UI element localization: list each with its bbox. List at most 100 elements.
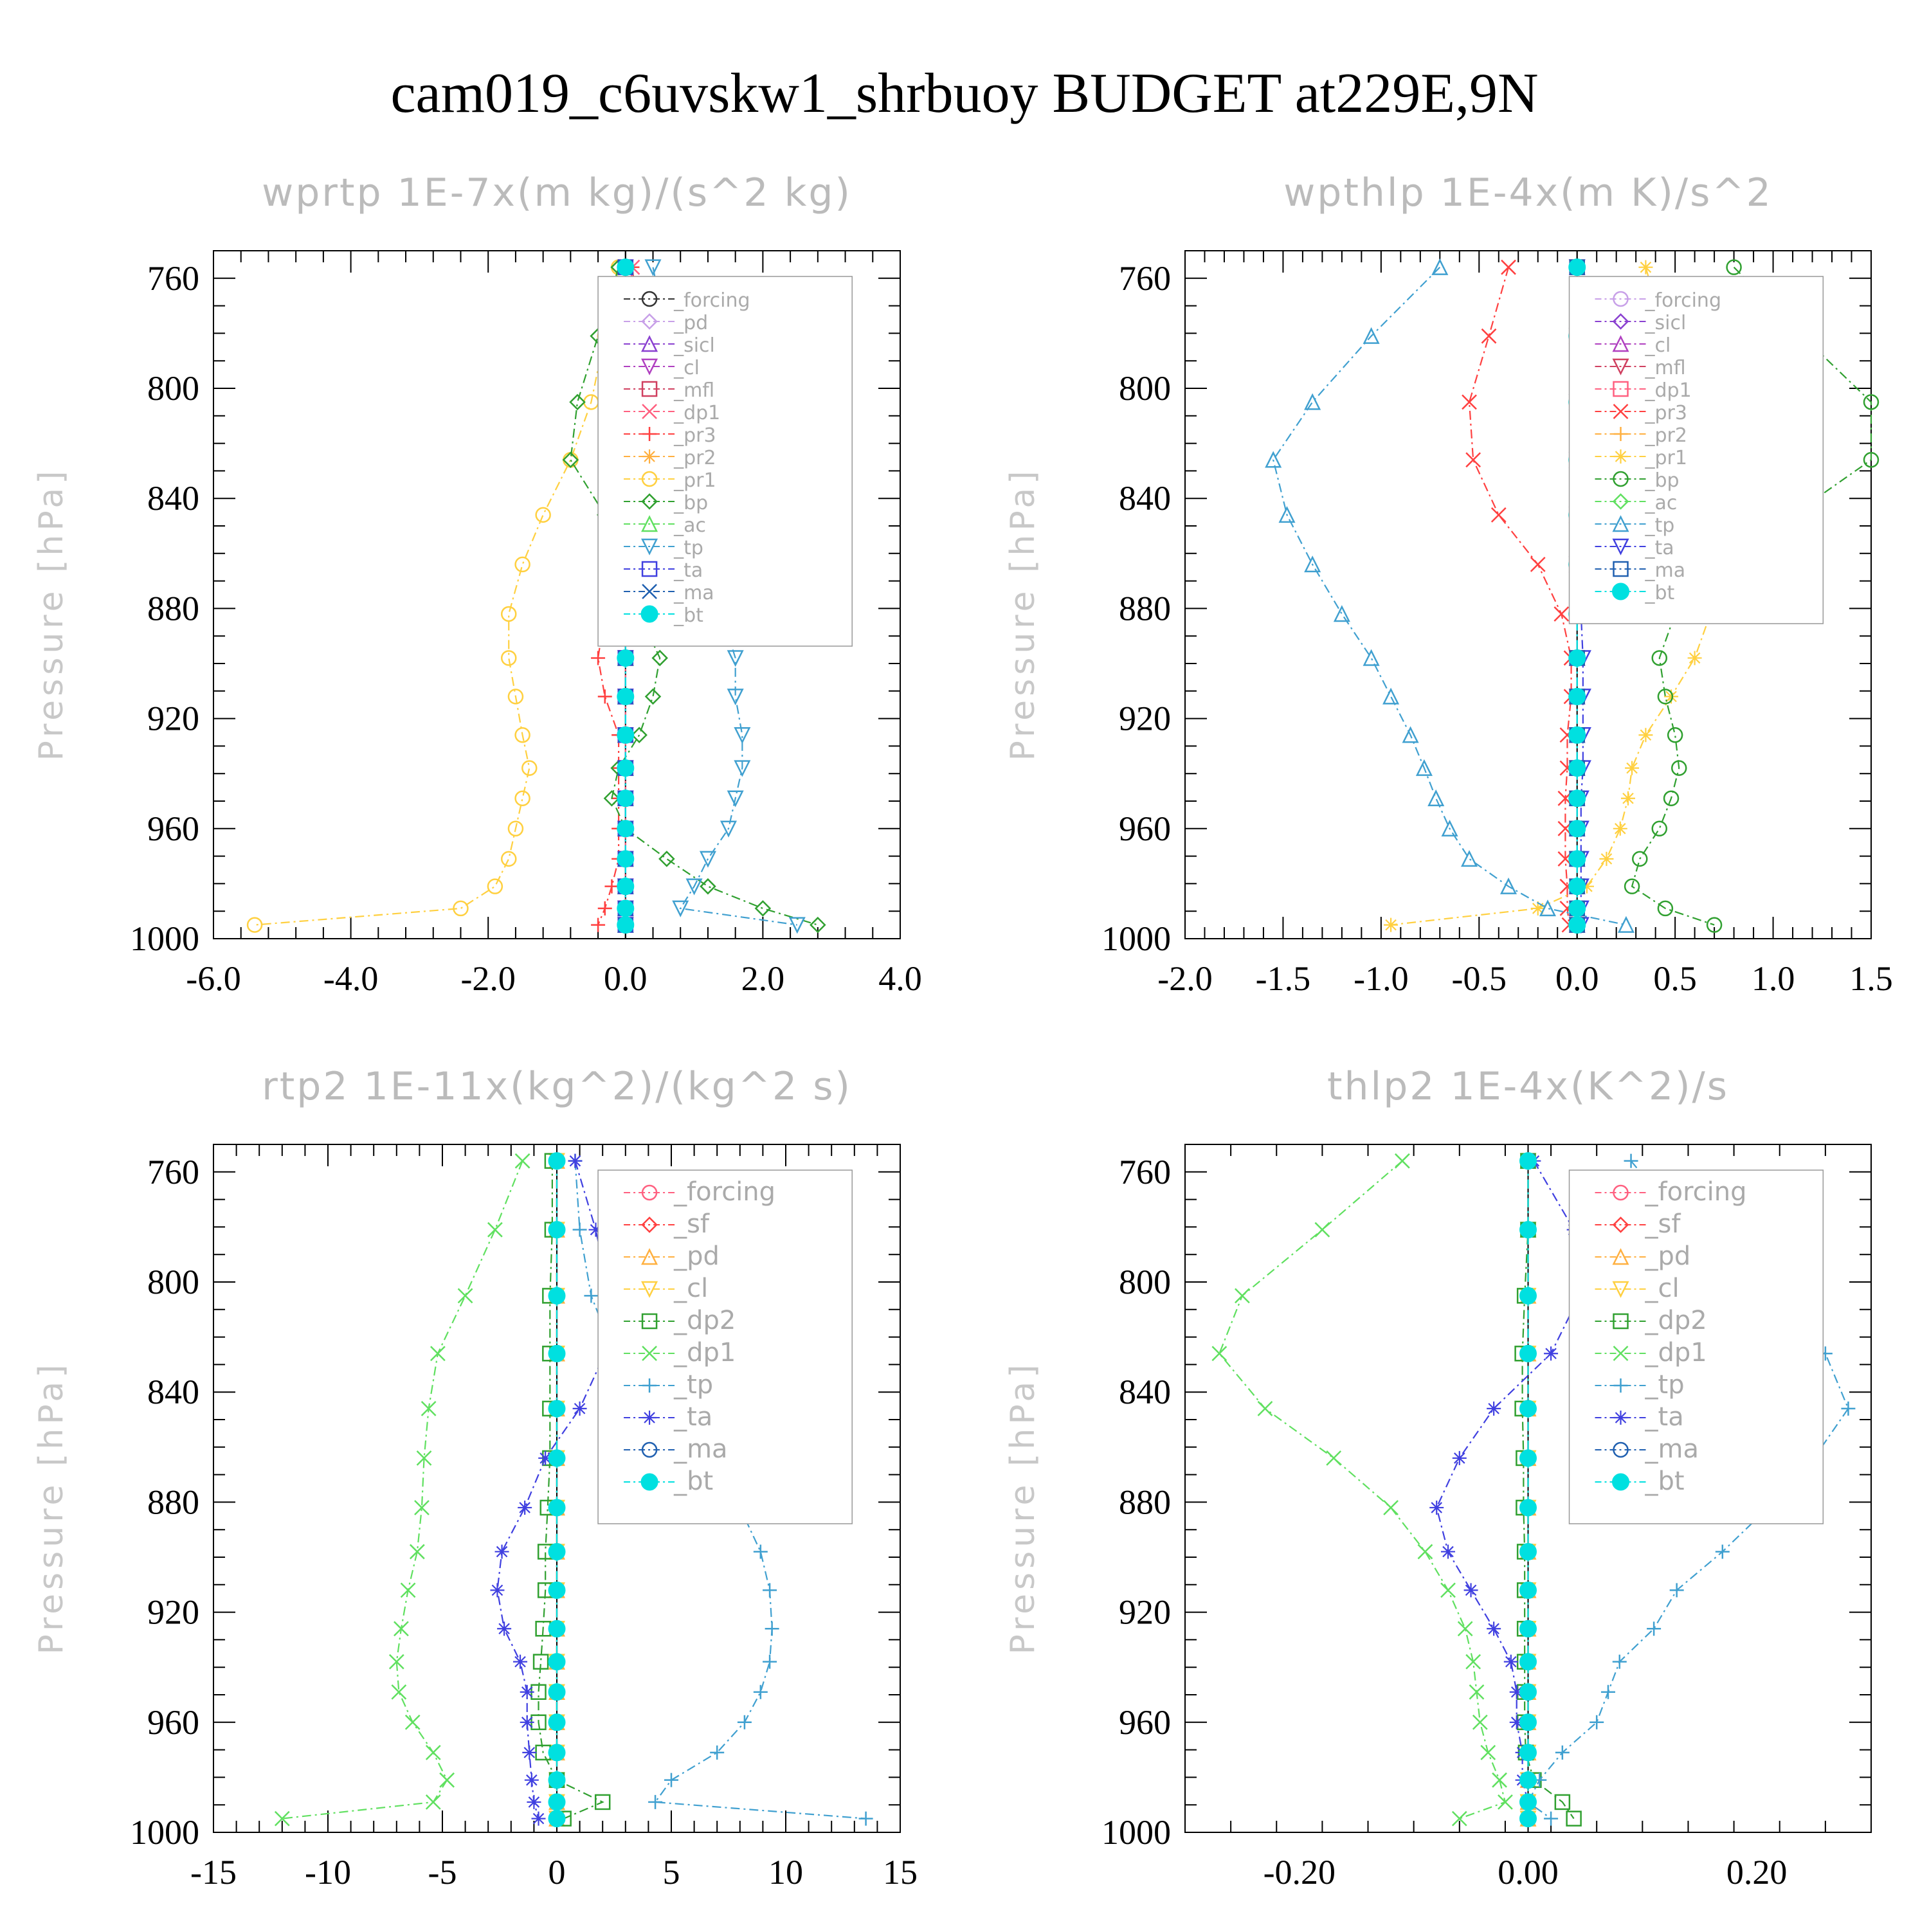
data-point xyxy=(603,790,620,807)
legend-entry: _ac xyxy=(673,514,706,537)
data-point xyxy=(1667,727,1683,743)
legend-entry: _dp1 xyxy=(1645,1338,1707,1368)
data-point xyxy=(1457,1621,1473,1637)
data-point xyxy=(1427,789,1445,806)
data-point xyxy=(524,1773,539,1787)
data-point xyxy=(727,689,744,706)
legend-marker xyxy=(1612,313,1629,330)
legend-marker xyxy=(641,1248,658,1265)
data-point xyxy=(521,760,538,776)
y-tick-label: 880 xyxy=(1119,1483,1171,1521)
data-point xyxy=(1363,649,1380,666)
legend-box xyxy=(1568,276,1824,624)
data-point xyxy=(700,878,716,895)
legend-marker xyxy=(641,1441,658,1458)
x-tick-label: -15 xyxy=(190,1853,237,1891)
y-tick-label: 1000 xyxy=(130,919,199,958)
y-tick-label: 840 xyxy=(147,479,199,518)
legend-entry: _forcing xyxy=(1645,1177,1747,1207)
data-point xyxy=(765,1621,779,1636)
data-point xyxy=(734,760,751,777)
data-point xyxy=(1663,790,1680,806)
x-tick-label: 10 xyxy=(768,1853,803,1891)
data-point xyxy=(1544,1346,1559,1361)
data-point xyxy=(672,900,689,917)
legend-marker xyxy=(1612,1473,1630,1491)
data-point xyxy=(1415,759,1433,776)
data-point xyxy=(514,790,530,806)
data-point xyxy=(1509,1684,1524,1699)
data-point xyxy=(727,790,744,808)
legend-entry: _sicl xyxy=(673,334,715,357)
data-point xyxy=(1600,1684,1615,1699)
legend-entry: _tp xyxy=(1645,514,1675,537)
series-tp xyxy=(1265,258,1635,933)
legend-entry: _cl xyxy=(1645,1274,1680,1303)
data-point xyxy=(1519,1152,1537,1170)
data-point xyxy=(548,1542,566,1560)
legend-marker xyxy=(641,561,658,577)
data-point xyxy=(500,851,517,867)
data-point xyxy=(1519,1771,1537,1789)
data-point xyxy=(1530,557,1546,572)
legend-marker xyxy=(642,1411,657,1425)
data-point xyxy=(548,1683,566,1701)
legend-entry: _bp xyxy=(673,492,708,514)
data-point xyxy=(1519,1653,1537,1671)
data-point xyxy=(1519,1344,1537,1362)
data-point xyxy=(617,258,635,276)
data-point xyxy=(548,1713,566,1731)
data-point xyxy=(425,1744,441,1760)
data-point xyxy=(548,1810,566,1828)
data-point xyxy=(548,1499,566,1517)
legend-entry: _bt xyxy=(1645,582,1675,604)
series-line xyxy=(496,1160,610,1819)
legend-entry: _bt xyxy=(673,604,703,627)
legend-entry: _cl xyxy=(673,1274,708,1303)
data-point xyxy=(500,650,517,666)
data-point xyxy=(1638,728,1653,743)
chart-panel-2: 760 800 840 880 920 960 1000-2.0 -1.5 -1.0 -0.5 0.… xyxy=(1004,170,1893,998)
legend-entry: _bt xyxy=(1645,1467,1685,1496)
y-tick-label: 760 xyxy=(1119,1153,1171,1191)
legend-marker xyxy=(1612,358,1629,375)
y-tick-label: 840 xyxy=(147,1373,199,1411)
data-point xyxy=(400,1582,416,1598)
data-point xyxy=(763,1654,777,1669)
data-point xyxy=(1568,790,1586,808)
series-line xyxy=(1436,1160,1580,1819)
data-point xyxy=(584,1288,599,1303)
data-point xyxy=(457,1288,473,1304)
data-point xyxy=(1568,726,1586,744)
legend-marker xyxy=(641,335,658,352)
data-point xyxy=(1657,900,1674,917)
legend-entry: _bt xyxy=(673,1467,713,1496)
legend-entry: _ma xyxy=(673,582,714,604)
legend-entry: _dp2 xyxy=(673,1306,736,1335)
data-point xyxy=(1638,260,1653,275)
legend-entry: _pr3 xyxy=(1645,402,1687,424)
data-point xyxy=(617,649,635,667)
data-point xyxy=(388,1654,404,1670)
legend-marker xyxy=(1613,1378,1628,1393)
series-line xyxy=(1631,266,1872,926)
data-point xyxy=(430,1346,446,1362)
data-point xyxy=(1333,605,1350,622)
data-point xyxy=(535,507,551,523)
x-tick-label: -2.0 xyxy=(1157,959,1212,998)
legend-marker xyxy=(641,515,658,532)
y-axis-label: Pressure [hPa] xyxy=(1004,467,1042,761)
x-tick-label: -1.5 xyxy=(1256,959,1310,998)
legend-marker xyxy=(1613,404,1629,419)
y-tick-label: 880 xyxy=(147,589,199,627)
x-tick-label: 0 xyxy=(548,1853,566,1891)
legend-entry: _ta xyxy=(673,559,703,582)
data-point xyxy=(507,689,524,705)
data-point xyxy=(414,1500,430,1515)
data-point xyxy=(1568,916,1586,934)
data-point xyxy=(644,688,662,705)
y-tick-label: 920 xyxy=(147,700,199,738)
data-point xyxy=(274,1810,290,1827)
data-point xyxy=(1465,452,1481,468)
data-point xyxy=(531,1811,546,1826)
